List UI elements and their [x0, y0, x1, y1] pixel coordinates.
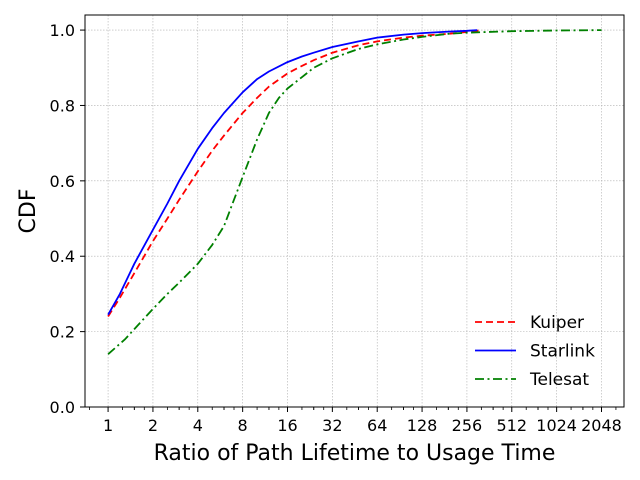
y-tick-label: 0.2 [50, 323, 75, 342]
x-tick-label: 2 [148, 416, 158, 435]
y-tick-label: 0.4 [50, 247, 75, 266]
x-axis-title: Ratio of Path Lifetime to Usage Time [154, 441, 556, 466]
x-tick-label: 16 [277, 416, 297, 435]
x-tick-label: 2048 [581, 416, 622, 435]
y-tick-label: 0.6 [50, 172, 75, 191]
x-tick-label: 128 [407, 416, 438, 435]
x-tick-label: 4 [193, 416, 203, 435]
y-axis-title: CDF [16, 189, 41, 234]
series-line-telesat [107, 29, 602, 355]
y-tick-label: 0.8 [50, 96, 75, 115]
x-tick-label: 1 [103, 416, 113, 435]
x-tick-label: 512 [497, 416, 528, 435]
x-tick-label: 256 [452, 416, 483, 435]
y-tick-label: 0.0 [50, 398, 75, 417]
series-line-kuiper [107, 29, 482, 317]
legend-label-telesat: Telesat [529, 370, 589, 390]
plot-frame [84, 14, 625, 408]
x-tick-label: 8 [238, 416, 248, 435]
x-tick-label: 64 [367, 416, 387, 435]
x-tick-label: 1024 [536, 416, 577, 435]
x-tick-label: 32 [322, 416, 342, 435]
axis-ticks: 1 2 4 8 16 32 64 128 256 512 1024 2048 0.0 0.2 0.4 0.6 0… [50, 21, 622, 435]
legend-label-kuiper: Kuiper [530, 313, 584, 333]
y-tick-label: 1.0 [50, 21, 75, 40]
legend-label-starlink: Starlink [530, 342, 595, 362]
grid [85, 15, 624, 408]
series-line-starlink [107, 29, 478, 316]
legend: Kuiper Starlink Telesat [475, 313, 595, 390]
series-lines [107, 29, 602, 355]
